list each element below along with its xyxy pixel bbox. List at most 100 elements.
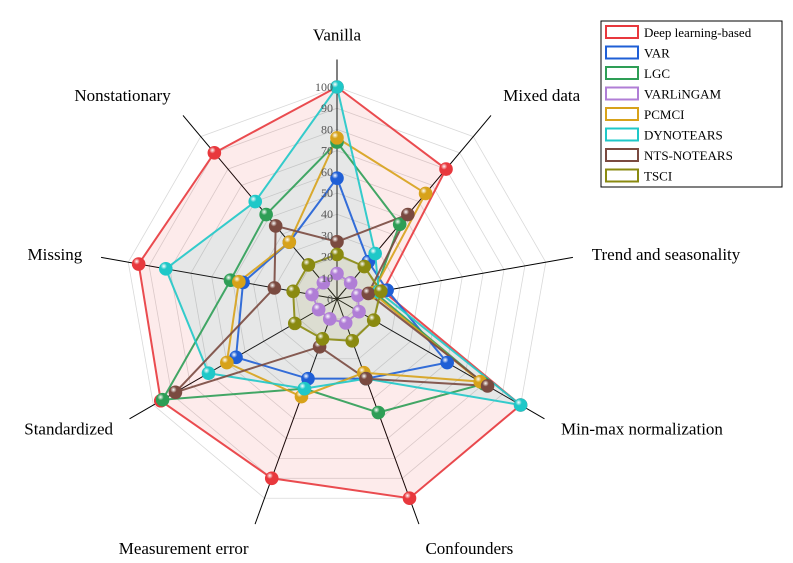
point-var-vanilla: [330, 171, 344, 185]
axis-label-trend-and-seasonality: Trend and seasonality: [592, 245, 741, 264]
series-line-nts-notears: [172, 212, 491, 395]
point-varlingam-vanilla: [330, 266, 344, 281]
legend-swatch-pcmci: [605, 107, 639, 121]
series-line-lgc: [160, 140, 486, 414]
point-nts-notears-min-max-normalization: [480, 379, 495, 393]
legend-swatch-lgc: [605, 66, 639, 80]
tick-label-30: 30: [321, 228, 333, 242]
point-tsci-min-max-normalization: [366, 313, 381, 328]
axis-label-min-max-normalization: Min-max normalization: [561, 419, 723, 438]
point-varlingam-measurement-error: [322, 312, 337, 326]
tick-label-70: 70: [321, 144, 333, 158]
point-nts-notears-missing: [267, 281, 282, 295]
point-lgc-mixed-data: [392, 217, 407, 232]
grid-ring-70: [190, 150, 484, 439]
point-tsci-standardized: [287, 316, 302, 331]
point-nts-notears-mixed-data: [401, 207, 415, 222]
legend-swatch-dynotears: [605, 127, 639, 142]
point-nts-notears-standardized: [168, 385, 183, 400]
series-line-deep-learning-based: [137, 85, 523, 500]
point-var-min-max-normalization: [440, 355, 454, 370]
point-nts-notears-trend-and-seasonality: [361, 286, 376, 301]
series-lines: [137, 84, 525, 500]
series-fill-tsci: [293, 254, 381, 341]
point-pcmci-vanilla: [330, 131, 344, 145]
legend-label-nts-notears: NTS-NOTEARS: [644, 148, 733, 163]
point-lgc-standardized: [155, 392, 170, 407]
point-deep-learning-based-measurement-error: [264, 471, 279, 486]
radial-tick-labels: 0 10 20 30 40 50 60 70 80 90 100: [315, 80, 333, 306]
legend-label-lgc: LGC: [644, 66, 670, 81]
axis-label-measurement-error: Measurement error: [119, 539, 249, 558]
grid-ring-80: [169, 128, 505, 459]
point-deep-learning-based-nonstationary: [207, 146, 222, 160]
point-lgc-confounders: [371, 405, 386, 420]
point-varlingam-confounders: [338, 316, 353, 330]
legend-box: [600, 20, 783, 188]
legend-swatch-tsci: [605, 168, 639, 183]
tick-label-0: 0: [327, 292, 333, 306]
series-line-varlingam: [310, 272, 361, 324]
grid-ring-90: [148, 107, 526, 479]
point-varlingam-missing: [305, 287, 319, 302]
series-line-dynotears: [164, 84, 525, 407]
point-dynotears-measurement-error: [297, 381, 312, 396]
tick-label-80: 80: [321, 122, 333, 136]
tick-label-40: 40: [321, 207, 333, 221]
tick-label-100: 100: [315, 80, 333, 94]
axis-labels: Vanilla Mixed data Trend and seasonality Mi…: [24, 25, 741, 558]
tick-label-50: 50: [321, 186, 333, 200]
point-deep-learning-based-mixed-data: [439, 162, 453, 176]
series-points: [131, 80, 528, 506]
legend-swatch-var: [605, 45, 639, 60]
point-tsci-trend-and-seasonality: [374, 284, 388, 299]
axis-label-vanilla: Vanilla: [313, 25, 362, 44]
axis-label-mixed-data: Mixed data: [503, 86, 580, 105]
grid-ring-100: [127, 86, 547, 499]
series-line-tsci: [292, 253, 382, 342]
point-tsci-confounders: [345, 334, 360, 348]
point-dynotears-nonstationary: [248, 194, 263, 209]
point-deep-learning-based-confounders: [402, 491, 417, 506]
tick-label-10: 10: [321, 271, 333, 285]
point-varlingam-standardized: [311, 302, 326, 317]
legend-label-pcmci: PCMCI: [644, 107, 684, 122]
point-dynotears-vanilla: [330, 80, 344, 94]
tick-label-60: 60: [321, 165, 333, 179]
legend-label-var: VAR: [644, 46, 670, 61]
tick-label-90: 90: [321, 101, 333, 115]
grid-ring-60: [211, 171, 463, 419]
series-fill-dynotears: [165, 87, 521, 405]
legend-swatch-varlingam: [605, 86, 639, 101]
legend-swatch-deep-learning-based: [605, 25, 639, 39]
point-nts-notears-nonstationary: [268, 219, 283, 233]
point-pcmci-mixed-data: [418, 186, 433, 201]
legend-swatch-nts-notears: [605, 148, 639, 162]
point-dynotears-mixed-data: [368, 246, 382, 261]
point-dynotears-min-max-normalization: [513, 398, 528, 412]
legend-label-deep-learning-based: Deep learning-based: [644, 25, 752, 40]
point-tsci-vanilla: [330, 247, 344, 262]
legend-label-dynotears: DYNOTEARS: [644, 128, 723, 143]
point-dynotears-standardized: [201, 366, 216, 381]
axis-label-missing: Missing: [27, 245, 82, 264]
point-tsci-measurement-error: [315, 332, 330, 346]
point-varlingam-min-max-normalization: [352, 304, 366, 319]
point-tsci-mixed-data: [357, 259, 372, 274]
point-varlingam-mixed-data: [343, 275, 358, 290]
point-dynotears-missing: [159, 262, 173, 276]
legend-label-varlingam: VARLiNGAM: [644, 87, 721, 102]
tick-label-20: 20: [321, 250, 333, 264]
point-pcmci-missing: [232, 274, 246, 289]
point-pcmci-standardized: [220, 355, 234, 370]
legend-label-tsci: TSCI: [644, 169, 672, 184]
point-varlingam-nonstationary: [316, 275, 331, 290]
axis-label-nonstationary: Nonstationary: [74, 86, 171, 105]
point-nts-notears-confounders: [359, 371, 373, 386]
point-tsci-missing: [286, 284, 300, 299]
axis-label-confounders: Confounders: [425, 539, 513, 558]
point-pcmci-nonstationary: [282, 235, 297, 249]
point-deep-learning-based-missing: [131, 257, 146, 271]
axis-label-standardized: Standardized: [24, 419, 113, 438]
